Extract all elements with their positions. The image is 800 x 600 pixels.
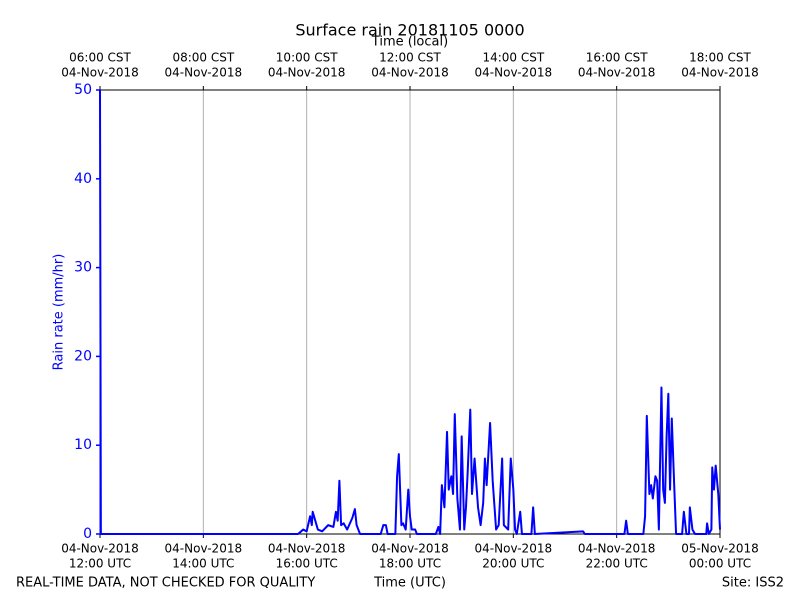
x-tick-label: 04-Nov-2018 (268, 542, 346, 556)
x-tick-label: 05-Nov-2018 (681, 542, 759, 556)
y-tick-label: 20 (74, 348, 92, 364)
x2-tick-label: 04-Nov-2018 (165, 66, 243, 80)
x-tick-label: 04-Nov-2018 (165, 542, 243, 556)
x-tick-label: 18:00 UTC (379, 557, 441, 571)
x-tick-label: 04-Nov-2018 (578, 542, 656, 556)
x-tick-label: 14:00 UTC (172, 557, 234, 571)
x2-tick-label: 04-Nov-2018 (371, 66, 449, 80)
x2-tick-label: 10:00 CST (276, 51, 338, 65)
x2-axis-label: Time (local) (371, 35, 448, 50)
x2-tick-label: 04-Nov-2018 (681, 66, 759, 80)
x-tick-label: 16:00 UTC (276, 557, 338, 571)
x2-tick-label: 04-Nov-2018 (268, 66, 346, 80)
x2-tick-label: 04-Nov-2018 (61, 66, 139, 80)
y-tick-label: 40 (74, 171, 92, 187)
x-axis-label: Time (UTC) (373, 576, 446, 591)
x-tick-label: 04-Nov-2018 (371, 542, 449, 556)
x2-tick-label: 14:00 CST (482, 51, 544, 65)
x-tick-label: 22:00 UTC (586, 557, 648, 571)
x2-tick-label: 04-Nov-2018 (578, 66, 656, 80)
y-tick-label: 10 (74, 437, 92, 453)
x-tick-label: 20:00 UTC (482, 557, 544, 571)
x2-tick-label: 04-Nov-2018 (475, 66, 553, 80)
x-tick-label: 04-Nov-2018 (475, 542, 553, 556)
x-tick-label: 12:00 UTC (69, 557, 131, 571)
x-tick-label: 00:00 UTC (689, 557, 751, 571)
site-label: Site: ISS2 (722, 576, 784, 591)
x2-tick-label: 16:00 CST (586, 51, 648, 65)
x2-tick-label: 12:00 CST (379, 51, 441, 65)
x2-tick-label: 06:00 CST (69, 51, 131, 65)
quality-note: REAL-TIME DATA, NOT CHECKED FOR QUALITY (16, 576, 315, 591)
y-axis-label: Rain rate (mm/hr) (52, 254, 67, 371)
chart-title: Surface rain 20181105 0000 (295, 21, 524, 40)
y-tick-label: 30 (74, 260, 92, 276)
rain-line (99, 89, 721, 535)
x-tick-label: 04-Nov-2018 (61, 542, 139, 556)
x2-tick-label: 08:00 CST (172, 51, 234, 65)
x2-tick-label: 18:00 CST (689, 51, 751, 65)
y-tick-label: 0 (83, 526, 92, 542)
y-tick-label: 50 (74, 82, 92, 98)
